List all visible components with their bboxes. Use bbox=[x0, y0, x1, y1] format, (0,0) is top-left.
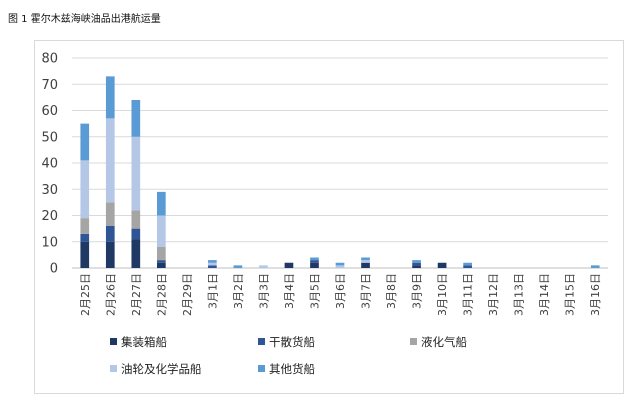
bar-segment bbox=[233, 265, 243, 268]
x-tick-label: 3月4日 bbox=[283, 273, 296, 309]
bar-segment bbox=[412, 260, 421, 263]
legend-swatch bbox=[258, 338, 265, 345]
y-tick-label: 80 bbox=[41, 52, 58, 67]
legend-label: 油轮及化学品船 bbox=[121, 362, 202, 376]
legend-swatch bbox=[258, 365, 265, 372]
bar-segment bbox=[310, 260, 319, 263]
x-tick-label: 2月29日 bbox=[181, 273, 194, 316]
bar-segment bbox=[80, 218, 90, 234]
x-tick-label: 3月7日 bbox=[360, 273, 373, 309]
x-tick-label: 3月11日 bbox=[462, 273, 475, 316]
bar-segment bbox=[131, 136, 141, 211]
x-tick-label: 3月16日 bbox=[589, 273, 602, 316]
bar-segment bbox=[335, 265, 345, 268]
bar-segment bbox=[105, 226, 115, 242]
x-tick-label: 2月28日 bbox=[155, 273, 168, 316]
y-tick-label: 30 bbox=[41, 183, 58, 198]
bar-segment bbox=[131, 239, 141, 268]
bar-segment bbox=[80, 233, 90, 242]
x-tick-label: 3月1日 bbox=[206, 273, 219, 309]
bar-segment bbox=[105, 118, 115, 203]
x-axis-ticks: 2月25日 2月26日 2月27日 2月28日 2月29日 3月1日 3月2日 3月3日 3月4… bbox=[79, 273, 602, 316]
bar-segment bbox=[361, 262, 370, 268]
bar-segment bbox=[463, 265, 472, 268]
y-tick-label: 0 bbox=[50, 262, 58, 277]
legend-label: 液化气船 bbox=[421, 335, 467, 349]
x-tick-label: 3月13日 bbox=[513, 273, 526, 316]
y-tick-label: 50 bbox=[41, 130, 58, 145]
x-tick-label: 3月15日 bbox=[564, 273, 577, 316]
bar-segment bbox=[131, 100, 141, 137]
bar-segment bbox=[412, 265, 421, 268]
bar-segment bbox=[361, 257, 370, 261]
bar-segment bbox=[310, 262, 319, 268]
bar-segment bbox=[105, 241, 115, 268]
x-tick-label: 3月14日 bbox=[538, 273, 551, 316]
x-tick-label: 2月26日 bbox=[104, 273, 117, 316]
bar-segment bbox=[310, 257, 319, 261]
legend-label: 其他货船 bbox=[269, 362, 315, 376]
bar-segment bbox=[412, 262, 421, 266]
legend-item: 液化气船 bbox=[410, 335, 467, 349]
legend-item: 油轮及化学品船 bbox=[110, 362, 202, 376]
legend-swatch bbox=[110, 338, 117, 345]
bar-segment bbox=[259, 265, 268, 268]
bar-segment bbox=[156, 215, 166, 247]
y-tick-label: 60 bbox=[41, 104, 58, 119]
bar-segment bbox=[80, 241, 90, 268]
bar-segment bbox=[590, 265, 600, 268]
legend-item: 其他货船 bbox=[258, 362, 315, 376]
legend-swatch bbox=[410, 338, 417, 345]
gridlines bbox=[72, 57, 608, 269]
bar-segment bbox=[105, 202, 115, 226]
x-tick-label: 3月3日 bbox=[257, 273, 270, 309]
bar-segment bbox=[156, 191, 166, 216]
chart-frame bbox=[34, 40, 624, 394]
legend-item: 集装箱船 bbox=[110, 335, 167, 349]
bar-segment bbox=[156, 247, 166, 261]
bar-segment bbox=[361, 260, 370, 263]
bar-segment bbox=[105, 76, 115, 119]
legend-label: 干散货船 bbox=[269, 335, 315, 349]
x-tick-label: 3月10日 bbox=[436, 273, 449, 316]
bar-segment bbox=[437, 262, 447, 268]
x-tick-label: 2月27日 bbox=[130, 273, 143, 316]
bar-segment bbox=[156, 260, 166, 263]
bar-segment bbox=[208, 260, 217, 263]
x-tick-label: 2月25日 bbox=[79, 273, 92, 316]
bar-segment bbox=[80, 160, 90, 219]
bar-segment bbox=[208, 262, 217, 266]
x-tick-label: 3月12日 bbox=[487, 273, 500, 316]
y-tick-label: 20 bbox=[41, 209, 58, 224]
x-tick-label: 3月8日 bbox=[385, 273, 398, 309]
bar-segment bbox=[208, 265, 217, 268]
bars bbox=[80, 76, 600, 268]
bar-segment bbox=[463, 262, 472, 266]
figure-title: 图 1 霍尔木兹海峡油品出港航运量 bbox=[8, 14, 161, 25]
bar-segment bbox=[131, 228, 141, 240]
bar-segment bbox=[284, 262, 294, 268]
y-tick-label: 40 bbox=[41, 157, 58, 172]
x-tick-label: 3月6日 bbox=[334, 273, 347, 309]
legend-item: 干散货船 bbox=[258, 335, 315, 349]
bar-segment bbox=[156, 262, 166, 268]
bar-segment bbox=[80, 123, 90, 161]
bar-segment bbox=[335, 262, 345, 266]
x-tick-label: 3月2日 bbox=[232, 273, 245, 309]
y-tick-label: 70 bbox=[41, 78, 58, 93]
legend-swatch bbox=[110, 365, 117, 372]
legend-label: 集装箱船 bbox=[121, 335, 167, 349]
x-tick-label: 3月9日 bbox=[411, 273, 424, 309]
x-tick-label: 3月5日 bbox=[308, 273, 321, 309]
y-axis-ticks: 0 10 20 30 40 50 60 70 80 bbox=[41, 52, 58, 277]
bar-segment bbox=[131, 210, 141, 229]
y-tick-label: 10 bbox=[41, 235, 58, 250]
